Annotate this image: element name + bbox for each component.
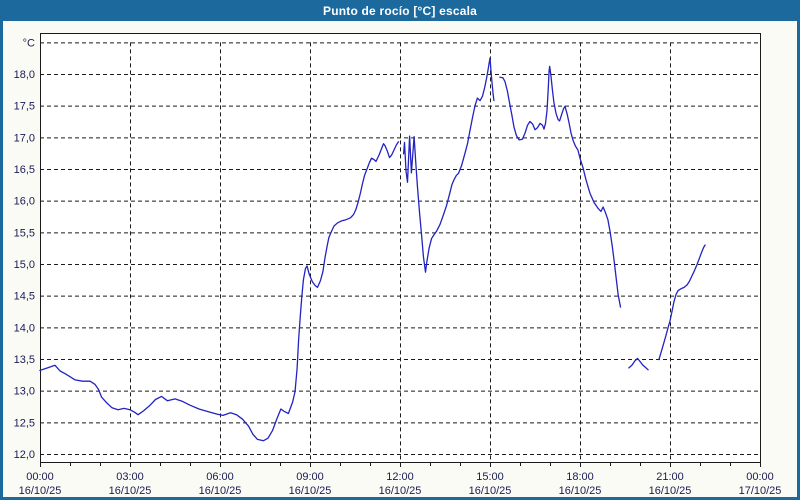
y-tick-label: 14,0 <box>14 322 35 334</box>
series-line <box>39 57 706 442</box>
x-axis-ticks <box>40 462 761 467</box>
x-tick-time-label: 12:00 <box>386 471 414 483</box>
x-tick-date-label: 16/10/25 <box>289 485 332 497</box>
x-tick-date-label: 16/10/25 <box>19 485 62 497</box>
y-tick-label: 14,5 <box>14 291 35 303</box>
chart-title-bar: Punto de rocío [°C] escala <box>3 0 797 21</box>
y-tick-label: 16,5 <box>14 164 35 176</box>
x-tick-time-label: 09:00 <box>296 471 324 483</box>
series-line-segment <box>499 65 622 308</box>
series-line-segment <box>402 57 495 273</box>
x-tick-date-label: 16/10/25 <box>379 485 422 497</box>
x-tick-time-label: 00:00 <box>746 471 774 483</box>
x-tick-time-label: 03:00 <box>116 471 144 483</box>
series-line-segment <box>39 141 400 442</box>
y-tick-label: 15,0 <box>14 259 35 271</box>
series-line-segment <box>628 357 649 371</box>
gridlines <box>40 42 760 462</box>
x-tick-time-label: 00:00 <box>26 471 54 483</box>
y-tick-label: 17,5 <box>14 101 35 113</box>
x-tick-date-label: 16/10/25 <box>199 485 242 497</box>
y-tick-label: 13,5 <box>14 354 35 366</box>
y-tick-label: 12,0 <box>14 449 35 461</box>
chart-title: Punto de rocío [°C] escala <box>322 3 478 18</box>
x-tick-date-label: 17/10/25 <box>739 485 782 497</box>
x-tick-time-label: 18:00 <box>566 471 594 483</box>
y-tick-label: 12,5 <box>14 417 35 429</box>
y-tick-label: 18,0 <box>14 69 35 81</box>
y-axis-unit-label: °C <box>23 37 35 49</box>
y-tick-label: 15,5 <box>14 227 35 239</box>
x-tick-time-label: 21:00 <box>656 471 684 483</box>
x-tick-date-label: 16/10/25 <box>469 485 512 497</box>
x-tick-date-label: 16/10/25 <box>109 485 152 497</box>
y-tick-label: 13,0 <box>14 386 35 398</box>
axis-labels: 18,0 17,5 17,0 16,5 16,0 15,5 15,0 14,5 14,0 13,5… <box>14 37 782 497</box>
y-tick-label: 16,0 <box>14 196 35 208</box>
x-tick-date-label: 16/10/25 <box>649 485 692 497</box>
y-tick-label: 17,0 <box>14 132 35 144</box>
x-tick-time-label: 15:00 <box>476 471 504 483</box>
series-line-segment <box>658 244 706 361</box>
x-tick-time-label: 06:00 <box>206 471 234 483</box>
x-tick-date-label: 16/10/25 <box>559 485 602 497</box>
